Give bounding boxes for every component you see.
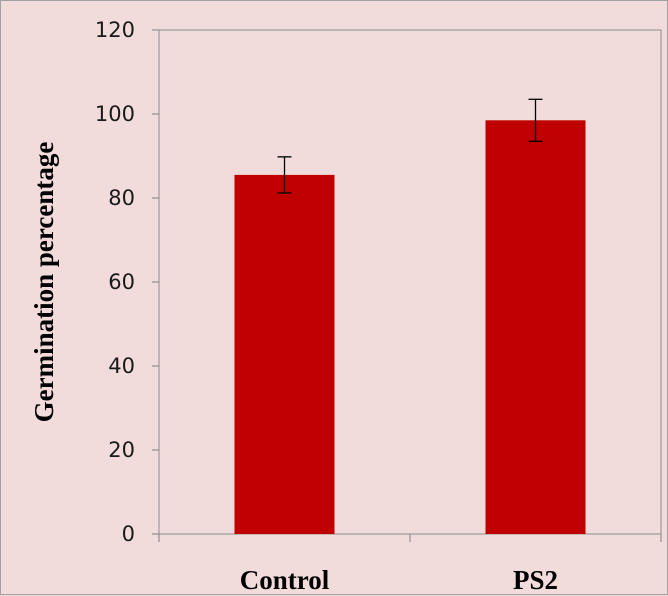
y-tick-label: 40 <box>108 354 135 378</box>
y-tick-label: 120 <box>95 18 135 42</box>
bar-ps2 <box>485 120 586 535</box>
y-tick-label: 60 <box>108 270 135 294</box>
y-axis-title: Germination percentage <box>29 142 59 423</box>
error-bar-control <box>277 156 292 194</box>
bar-control <box>234 174 335 534</box>
plot-area <box>158 29 662 535</box>
y-tick-label: 0 <box>122 522 135 546</box>
y-tick-label: 20 <box>108 438 135 462</box>
y-tick-label: 100 <box>95 102 135 126</box>
y-tick-label: 80 <box>108 186 135 210</box>
x-category-label: PS2 <box>513 565 558 595</box>
x-category-label: Control <box>240 565 330 595</box>
error-bar-ps2 <box>528 98 543 142</box>
